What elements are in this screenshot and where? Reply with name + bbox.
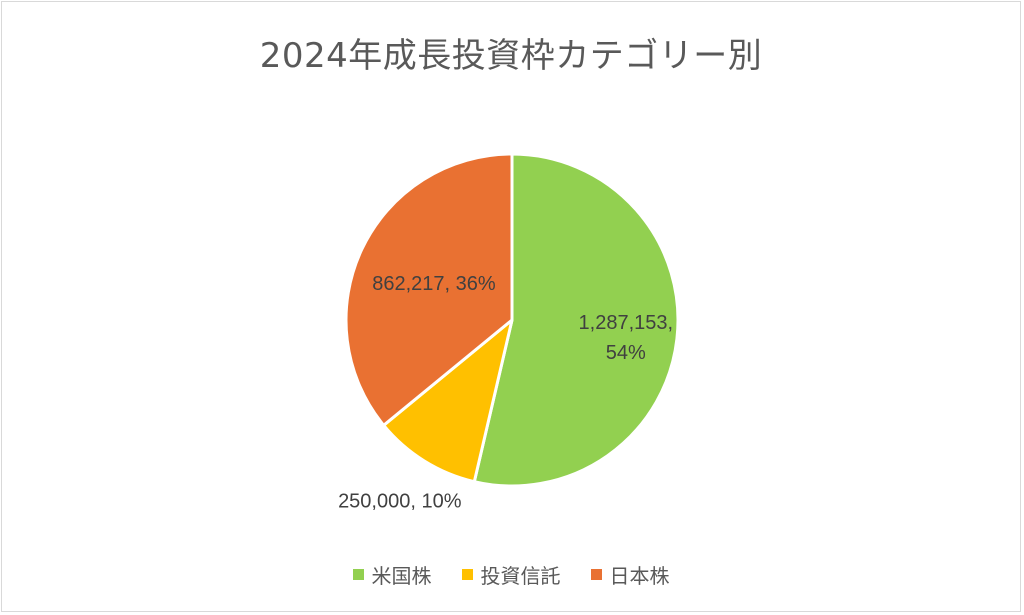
label-japan-stocks: 862,217, 36% [372,273,496,295]
legend-label: 投資信託 [480,564,561,588]
legend-item-japan-stocks: 日本株 [590,560,670,589]
legend-label: 米国株 [371,564,432,588]
legend: 米国株 投資信託 日本株 [0,560,1022,589]
label-investment-trusts: 250,000, 10% [338,490,462,512]
legend-swatch [461,569,473,580]
legend-swatch [590,569,602,580]
legend-swatch [352,569,364,580]
slice-japan-stocks [344,152,514,427]
chart-title: 2024年成長投資枠カテゴリー別 [259,36,763,76]
slice-us-stocks [472,152,680,488]
label-us-stocks: 1,287,153, 54% [579,312,674,364]
legend-item-us-stocks: 米国株 [352,560,432,589]
slice-investment-trusts [382,318,514,484]
legend-item-investment-trusts: 投資信託 [461,560,561,589]
legend-label: 日本株 [609,564,670,588]
